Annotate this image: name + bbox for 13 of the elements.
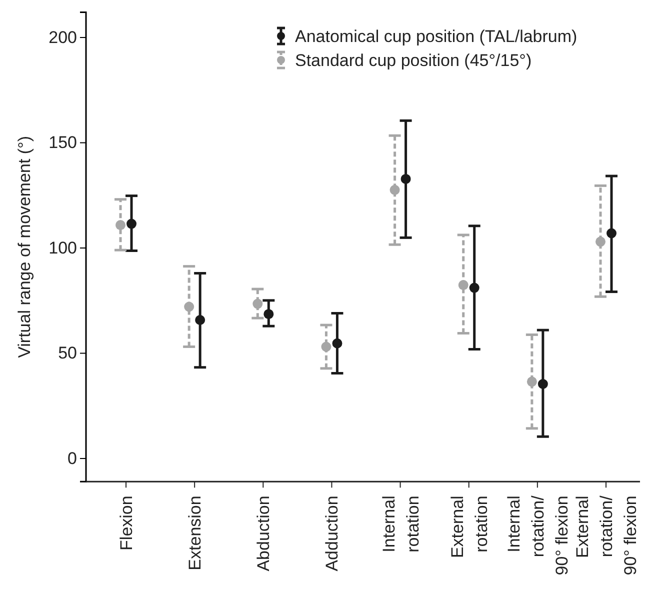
y-axis-title: Virtual range of movement (°) [15,136,34,358]
x-tick-label: Adduction [322,496,342,572]
legend-label: Standard cup position (45°/15°) [295,51,532,70]
y-tick-label: 150 [48,133,77,152]
x-tick-label: Extension [186,496,205,570]
y-tick-label: 100 [48,238,77,258]
x-tick-label: Internal rotation [379,496,422,552]
x-tick-label: Flexion [117,496,136,550]
x-tick-label: Abduction [254,496,274,572]
legend-label: Anatomical cup position (TAL/labrum) [295,27,578,46]
y-tick-label: 50 [58,344,77,363]
y-tick-label: 0 [68,448,77,468]
y-tick-label: 200 [48,28,77,47]
